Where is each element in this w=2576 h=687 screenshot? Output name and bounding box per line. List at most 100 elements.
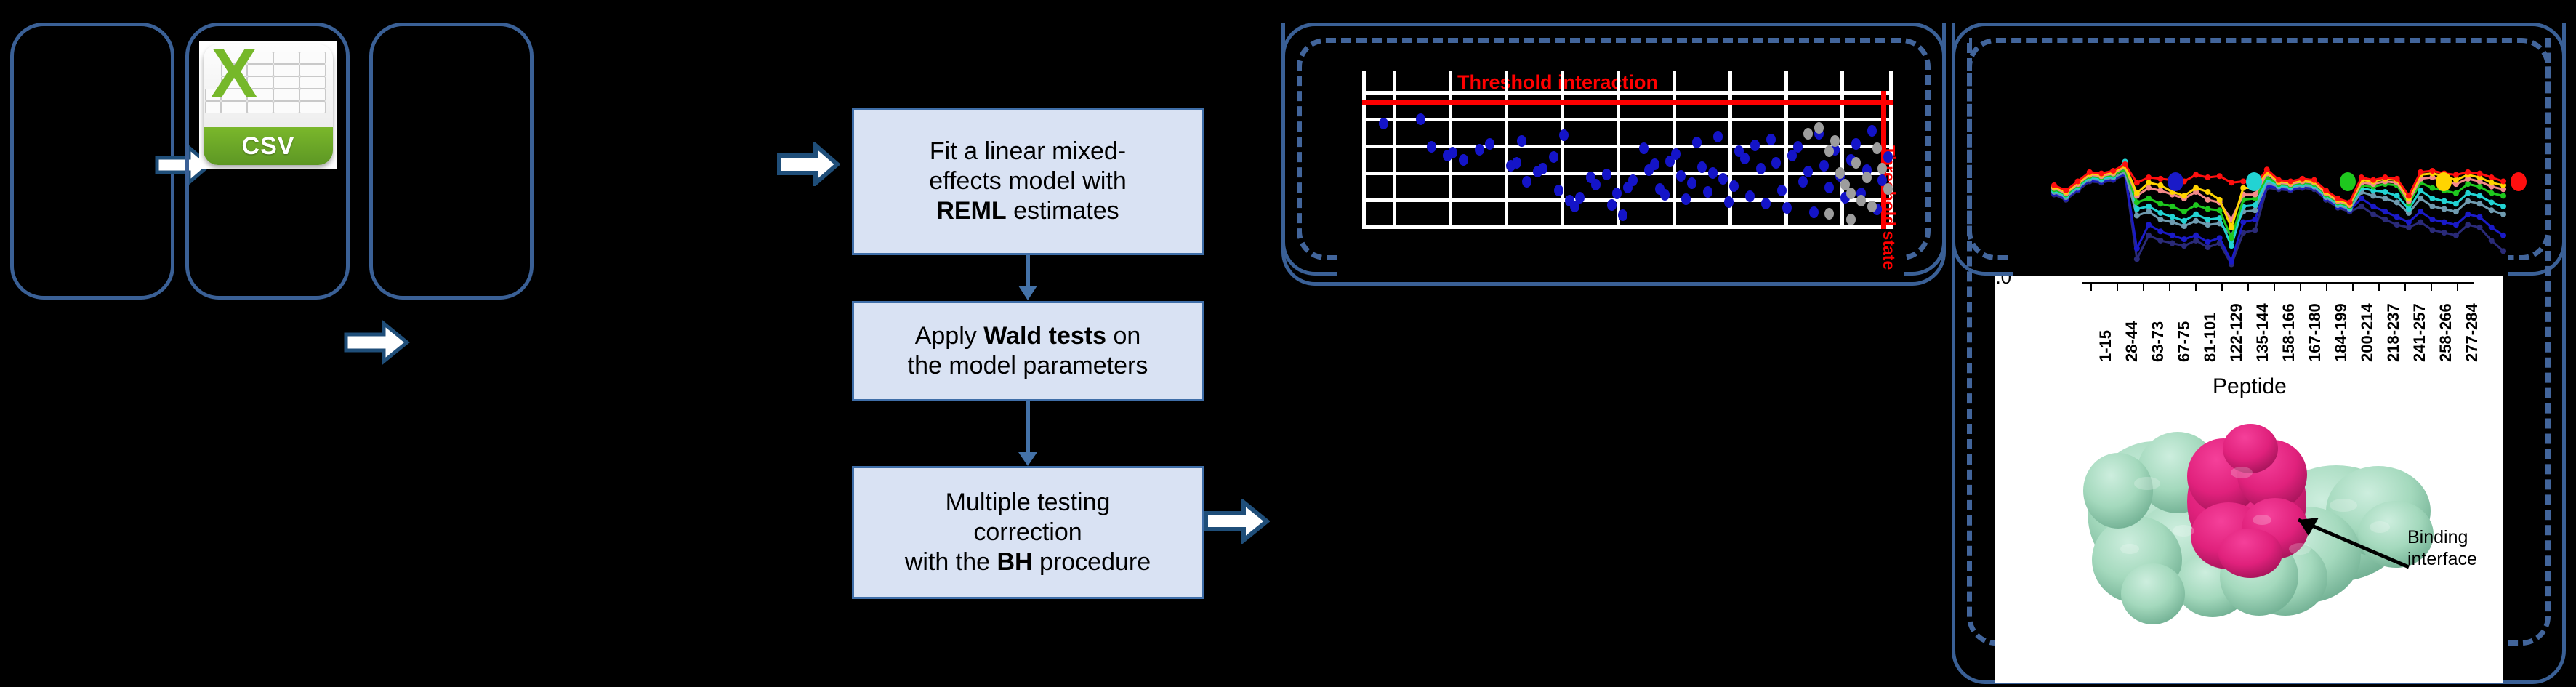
uptake-series-marker — [2240, 219, 2247, 225]
peptide-tick-label: 184-199 — [2332, 303, 2350, 362]
uptake-series-marker — [2476, 193, 2483, 199]
scatter-point-significant — [1877, 174, 1888, 186]
uptake-series-marker — [2370, 177, 2377, 183]
legend-dot-yellow[interactable] — [2436, 172, 2452, 191]
uptake-series-marker — [2488, 237, 2495, 244]
scatter-point-nonsignificant — [1872, 142, 1883, 154]
wald-tests-box[interactable]: Apply Wald tests on the model parameters — [852, 301, 1204, 401]
scatter-point-significant — [1511, 157, 1521, 169]
uptake-series-marker — [2346, 199, 2353, 206]
connector-wald-to-bh — [1018, 401, 1037, 466]
uptake-series-marker — [2488, 190, 2495, 196]
uptake-series-marker — [2133, 180, 2140, 186]
peptide-tick — [2169, 284, 2170, 291]
uptake-series-marker — [2418, 219, 2424, 225]
uptake-series-marker — [2205, 196, 2211, 203]
uptake-series-marker — [2465, 198, 2471, 204]
uptake-series-marker — [2098, 170, 2105, 177]
scatter-point-significant — [1681, 193, 1691, 205]
scatter-point-significant — [1458, 154, 1468, 166]
uptake-series-marker — [2205, 244, 2211, 250]
binding-interface-label: Binding interface — [2407, 527, 2477, 569]
uptake-series-marker — [2394, 214, 2400, 220]
scatter-point-significant — [1776, 185, 1787, 196]
csv-panel[interactable] — [185, 23, 350, 300]
peptide-uptake-lines — [2051, 158, 2506, 268]
uptake-series-marker — [2429, 168, 2436, 174]
uptake-series-marker — [2276, 177, 2282, 183]
scatter-point-nonsignificant — [1840, 179, 1851, 190]
scatter-point-significant — [1702, 186, 1712, 198]
peptide-tick-label: 218-237 — [2384, 303, 2402, 362]
uptake-series-marker — [2252, 227, 2258, 233]
uptake-series-marker — [2157, 182, 2164, 188]
uptake-series-marker — [2228, 235, 2234, 241]
scatter-point-significant — [1867, 125, 1877, 137]
uptake-series-marker — [2193, 202, 2199, 209]
uptake-series-marker — [2133, 190, 2140, 196]
uptake-series-marker — [2122, 161, 2128, 167]
uptake-series-marker — [2228, 258, 2234, 265]
scatter-point-significant — [1538, 163, 1548, 174]
uptake-series-marker — [2500, 211, 2506, 217]
arrow-stats-to-results — [1204, 499, 1270, 544]
statistics-panel[interactable] — [369, 23, 534, 300]
peptide-axis-structure-inset[interactable]: 0.0 1-15 28-44 63-73 67-75 81-101 122-129 135-… — [1995, 276, 2503, 683]
uptake-series-marker — [2216, 207, 2223, 214]
legend-dot-red[interactable] — [2511, 172, 2527, 191]
scatter-point-significant — [1782, 202, 1792, 214]
uptake-series-marker — [2205, 206, 2211, 212]
peptide-tick-label: 241-257 — [2410, 303, 2428, 362]
uptake-series-marker — [2157, 237, 2164, 244]
scatter-point-significant — [1448, 147, 1458, 158]
scatter-point-significant — [1787, 150, 1798, 161]
uptake-series-marker — [2500, 178, 2506, 185]
uptake-series-marker — [2193, 185, 2199, 191]
legend-dot-cyan[interactable] — [2246, 172, 2262, 191]
uptake-series-marker — [2146, 196, 2152, 202]
uptake-series-marker — [2252, 202, 2258, 209]
scatter-point-significant — [1379, 118, 1389, 129]
scatter-point-significant — [1628, 174, 1638, 186]
uptake-series-marker — [2181, 209, 2187, 215]
legend-dot-green[interactable] — [2340, 172, 2356, 191]
uptake-series-marker — [2157, 175, 2164, 182]
uptake-series-marker — [2216, 235, 2223, 241]
uptake-series-marker — [2146, 174, 2152, 181]
uptake-series-marker — [2452, 172, 2459, 178]
bh-correction-box[interactable]: Multiple testing correction with the BH … — [852, 466, 1204, 599]
peptide-tick — [2352, 284, 2354, 291]
legend-dot-blue[interactable] — [2168, 172, 2183, 191]
uptake-series-marker — [2216, 173, 2223, 180]
scatter-point-significant — [1691, 137, 1702, 148]
uptake-series-marker — [2086, 169, 2093, 175]
scatter-point-significant — [1755, 163, 1766, 174]
wald-tests-text: Apply Wald tests on the model parameters — [907, 322, 1148, 379]
uptake-series-marker — [2441, 198, 2447, 204]
scatter-point-significant — [1744, 190, 1755, 202]
peptide-uptake-plot[interactable] — [2013, 142, 2508, 276]
scatter-point-nonsignificant — [1861, 172, 1872, 183]
peptide-tick — [2431, 284, 2432, 291]
uptake-series-marker — [2452, 201, 2459, 207]
uptake-series-marker — [2441, 219, 2447, 225]
scatter-point-significant — [1612, 188, 1622, 199]
scatter-point-significant — [1760, 198, 1771, 209]
uptake-series-marker — [2169, 214, 2175, 220]
scatter-point-significant — [1792, 141, 1803, 153]
peptide-tick-label: 135-144 — [2253, 303, 2271, 362]
arrow-into-start — [155, 143, 212, 187]
uptake-series-marker — [2216, 196, 2223, 203]
csv-band-label: CSV — [204, 127, 333, 165]
uptake-series-marker — [2157, 209, 2164, 216]
uptake-series-marker — [2146, 222, 2152, 228]
arrow-csv-to-model — [777, 142, 840, 186]
fit-model-box[interactable]: Fit a linear mixed- effects model with R… — [852, 108, 1204, 255]
uptake-series-marker — [2133, 206, 2140, 212]
scatter-point-nonsignificant — [1803, 128, 1814, 140]
uptake-series-marker — [2133, 256, 2140, 262]
start-panel[interactable] — [10, 23, 174, 300]
uptake-series-marker — [2157, 188, 2164, 194]
scatter-point-significant — [1570, 201, 1579, 212]
